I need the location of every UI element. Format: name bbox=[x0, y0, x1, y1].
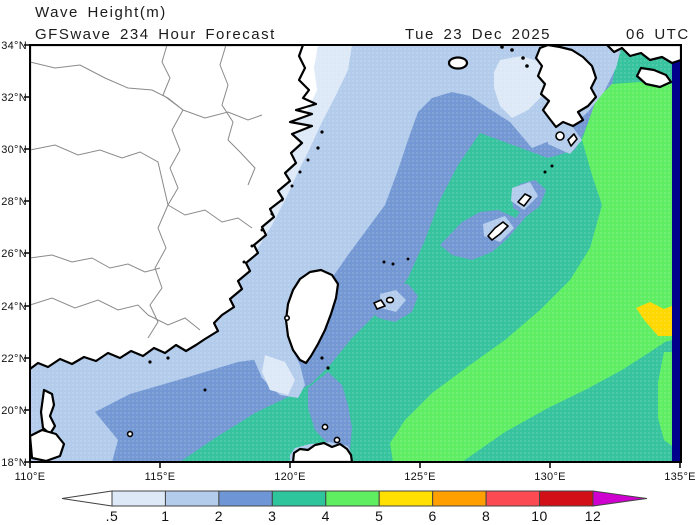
x-axis: 110°E 115°E 120°E 125°E 130°E 135°E bbox=[15, 463, 696, 483]
y-axis: 34°N 32°N 30°N 28°N 26°N 24°N 22°N 20°N 18°N bbox=[1, 40, 29, 469]
color-scale-legend: .5 1 2 3 4 5 6 8 10 12 bbox=[61, 490, 648, 524]
y-axis-label: 32°N bbox=[1, 92, 27, 104]
y-axis-label: 22°N bbox=[1, 353, 27, 365]
x-axis-label: 110°E bbox=[15, 471, 46, 483]
y-axis-label: 20°N bbox=[1, 405, 27, 417]
valid-date-label: Tue 23 Dec 2025 bbox=[405, 26, 551, 43]
legend-segment bbox=[271, 490, 327, 507]
legend-value-label: 12 bbox=[585, 508, 602, 524]
shikoku-island bbox=[635, 66, 673, 89]
x-axis-label: 125°E bbox=[404, 471, 436, 483]
legend-segment bbox=[485, 490, 541, 507]
penghu-islands bbox=[283, 314, 290, 321]
east-edge-data-strip bbox=[672, 45, 680, 462]
legend-above-arrow bbox=[592, 490, 648, 507]
china-mainland bbox=[30, 45, 318, 371]
legend-segment bbox=[111, 490, 166, 507]
cycle-time-label: 06 UTC bbox=[626, 26, 690, 43]
babuyan-island-2 bbox=[333, 436, 341, 444]
legend-value-label: 6 bbox=[429, 508, 437, 524]
babuyan-island-1 bbox=[321, 423, 329, 431]
hainan-island bbox=[30, 428, 66, 462]
legend-segments bbox=[111, 490, 594, 507]
honshu-coast bbox=[605, 45, 681, 65]
tanegashima-island bbox=[567, 133, 578, 147]
leizhou-peninsula bbox=[39, 388, 57, 436]
legend-value-label: 2 bbox=[215, 508, 223, 524]
taiwan-island bbox=[284, 268, 340, 365]
y-axis-label: 26°N bbox=[1, 248, 27, 260]
luzon-island bbox=[291, 441, 354, 462]
legend-segment bbox=[539, 490, 594, 507]
jeju-island bbox=[447, 56, 469, 70]
legend-value-label: 5 bbox=[375, 508, 383, 524]
landmasses bbox=[30, 45, 681, 462]
legend-value-label: 10 bbox=[531, 508, 548, 524]
amami-island bbox=[517, 193, 532, 207]
legend-segment bbox=[432, 490, 487, 507]
coastal-islets bbox=[148, 45, 554, 392]
province-borders bbox=[30, 45, 263, 339]
legend-value-label: 3 bbox=[268, 508, 276, 524]
legend-segment bbox=[325, 490, 380, 507]
small-islands bbox=[126, 131, 578, 444]
map-frame bbox=[29, 44, 682, 463]
legend-labels: .5 1 2 3 4 5 6 8 10 12 bbox=[106, 508, 602, 524]
legend-below-arrow bbox=[61, 490, 113, 507]
x-axis-label: 115°E bbox=[145, 471, 176, 483]
legend-segment bbox=[164, 490, 220, 507]
legend-value-label: 8 bbox=[482, 508, 490, 524]
yakushima-island bbox=[555, 131, 565, 141]
legend-segment bbox=[218, 490, 273, 507]
legend-value-label: 1 bbox=[161, 508, 169, 524]
x-axis-label: 135°E bbox=[664, 471, 696, 483]
ishigaki-island bbox=[373, 299, 386, 310]
okinawa-island bbox=[487, 221, 509, 241]
y-axis-label: 28°N bbox=[1, 196, 27, 208]
x-axis-label: 130°E bbox=[534, 471, 566, 483]
legend-value-label: .5 bbox=[106, 508, 119, 524]
islet-gulf-tonkin bbox=[126, 430, 134, 438]
y-axis-label: 18°N bbox=[1, 457, 27, 469]
legend-segment bbox=[378, 490, 434, 507]
miyako-island bbox=[385, 296, 395, 304]
kyushu-island bbox=[534, 45, 598, 129]
y-axis-label: 24°N bbox=[1, 301, 27, 313]
legend-value-label: 4 bbox=[322, 508, 330, 524]
page-title: Wave Height(m) bbox=[35, 4, 167, 21]
y-axis-label: 30°N bbox=[1, 144, 27, 156]
model-run-label: GFSwave 234 Hour Forecast bbox=[35, 26, 276, 43]
x-axis-label: 120°E bbox=[274, 471, 306, 483]
y-axis-label: 34°N bbox=[1, 40, 27, 52]
